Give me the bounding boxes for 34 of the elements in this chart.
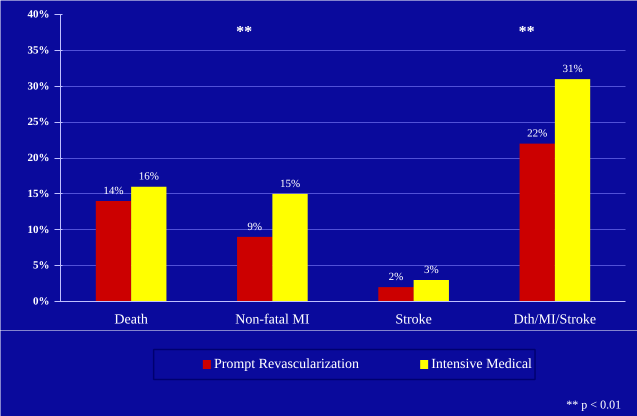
y-tick-label: 40% bbox=[28, 8, 50, 20]
text: 22% bbox=[527, 128, 548, 140]
y-tick-label: 30% bbox=[28, 80, 50, 92]
bar bbox=[96, 201, 132, 302]
text: ** p < 0.01 bbox=[566, 398, 622, 412]
y-tick-label: 25% bbox=[28, 116, 50, 128]
text: 15% bbox=[280, 178, 300, 190]
y-tick-label: 5% bbox=[33, 260, 50, 272]
x-tick-label: Dth/MI/Stroke bbox=[514, 312, 596, 328]
y-tick-label: 20% bbox=[28, 152, 50, 164]
x-tick-label: Death bbox=[114, 312, 148, 328]
bar bbox=[378, 287, 414, 302]
y-tick-label: 10% bbox=[28, 224, 50, 236]
legend-label: Intensive Medical bbox=[431, 357, 532, 372]
legend-label: Prompt Revascularization bbox=[214, 357, 359, 372]
text: 14% bbox=[103, 185, 124, 198]
y-tick-label: 0% bbox=[33, 296, 50, 308]
text: 9% bbox=[247, 220, 262, 233]
bar bbox=[237, 236, 272, 302]
x-tick-label: Non-fatal MI bbox=[235, 312, 310, 328]
annotation: ** bbox=[518, 24, 535, 40]
y-tick-label: 15% bbox=[28, 188, 50, 200]
bar bbox=[520, 144, 555, 302]
text: 2% bbox=[388, 271, 404, 284]
bar bbox=[272, 194, 308, 302]
text: 3% bbox=[424, 264, 439, 276]
bar bbox=[414, 280, 449, 302]
x-tick-label: Stroke bbox=[395, 312, 432, 328]
text: 16% bbox=[138, 170, 159, 183]
y-tick-label: 35% bbox=[28, 44, 50, 56]
bar bbox=[131, 186, 166, 302]
annotation: ** bbox=[236, 24, 252, 40]
bar bbox=[554, 79, 590, 302]
text: 31% bbox=[562, 63, 583, 76]
